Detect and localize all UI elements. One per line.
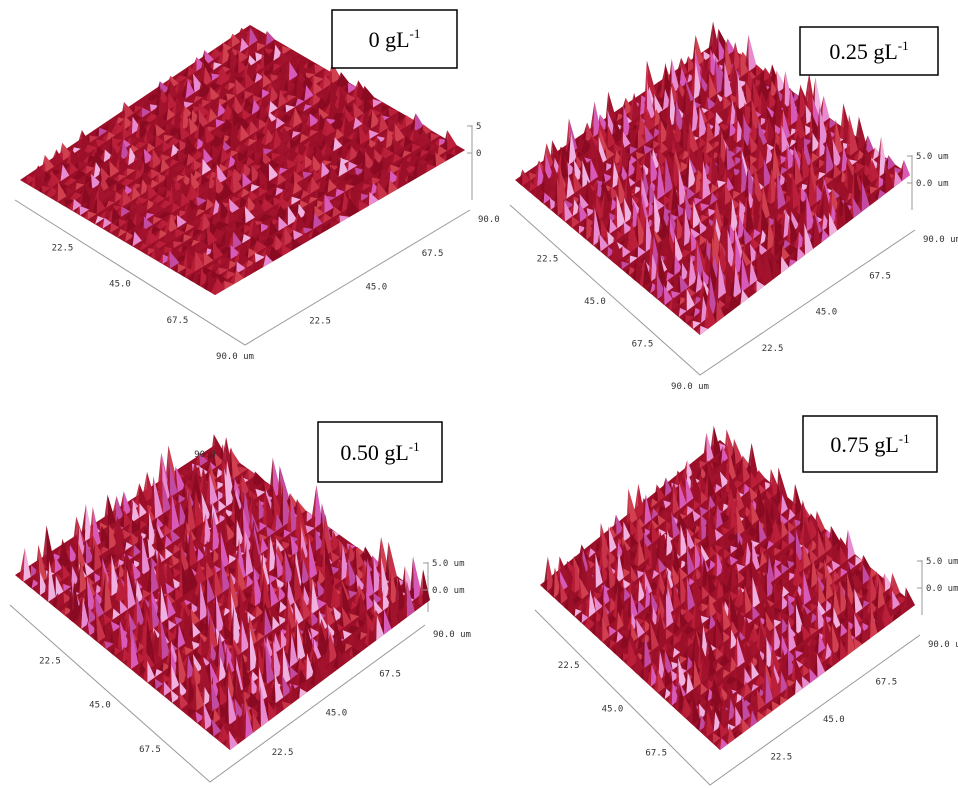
y-tick-label: 22.5 [272, 748, 294, 758]
label-text: 0 gL [369, 27, 410, 52]
y-tick-label: 45.0 [816, 308, 838, 318]
label-text: 0.25 gL [829, 39, 897, 64]
x-tick-label: 45.0 [109, 280, 131, 290]
label-superscript: -1 [898, 38, 909, 53]
surface-peak [840, 103, 844, 139]
x-tick-label: 67.5 [632, 340, 654, 350]
z-tick-label: 0.0 um [432, 586, 465, 596]
concentration-label: 0.25 gL-1 [829, 38, 908, 64]
x-tick-label: 45.0 [89, 701, 111, 711]
x-tick-label: 90.0 um [671, 382, 709, 392]
surface-peak [42, 525, 46, 566]
x-tick-label: 22.5 [537, 255, 559, 265]
x-tick-label: 22.5 [52, 243, 74, 253]
y-tick-label: 45.0 [326, 709, 348, 719]
y-tick-label: 67.5 [422, 249, 444, 259]
surface-peak [750, 443, 757, 477]
y-tick-label: 22.5 [309, 316, 331, 326]
z-tick-label: 5.0 um [916, 152, 949, 162]
afm-panel: 22.545.067.590.0 um22.545.067.590.0 um5.… [10, 422, 471, 788]
surface-peak [135, 483, 140, 506]
x-tick-label: 45.0 [584, 297, 606, 307]
label-superscript: -1 [409, 439, 420, 454]
x-tick-label: 22.5 [39, 656, 61, 666]
afm-panel: 22.5 45.0 67.5 90.0 um 22.5 45.0 67.5 90.0 5 0 0 g… [15, 10, 500, 362]
surface-peak [46, 525, 54, 566]
y-tick-label: 90.0 um [923, 235, 958, 245]
y-tick-label: 22.5 [762, 344, 784, 354]
top-tick-label: 90.0 [194, 450, 216, 460]
z-tick-label: 5.0 um [432, 559, 465, 569]
surface-peak [703, 433, 707, 463]
y-tick-label: 67.5 [869, 271, 891, 281]
afm-panel: 22.5 45.0 67.5 90.0 um 22.5 45.0 67.5 90.0 um 5.… [510, 21, 958, 392]
z-tick-label: 5 [476, 122, 481, 132]
y-tick-label: 90.0 [478, 215, 500, 225]
surface-peak [104, 494, 108, 526]
surface-peak [748, 35, 756, 72]
x-tick-label: 90.0 um [216, 352, 254, 362]
surface-peak [792, 484, 796, 515]
figure: 22.5 45.0 67.5 90.0 um 22.5 45.0 67.5 90.0 5 0 0 g… [0, 0, 958, 788]
z-tick-label: 0.0 um [916, 179, 949, 189]
label-text: 0.50 gL [340, 440, 408, 465]
surface-peak [422, 569, 430, 606]
page: 22.5 45.0 67.5 90.0 um 22.5 45.0 67.5 90.0 5 0 0 g… [0, 0, 958, 788]
concentration-label: 0.50 gL-1 [340, 439, 419, 465]
label-superscript: -1 [410, 26, 421, 41]
y-tick-label: 90.0 um [433, 630, 471, 640]
y-tick-label: 67.5 [379, 669, 401, 679]
y-tick-label: 45.0 [366, 283, 388, 293]
x-tick-label: 67.5 [139, 745, 161, 755]
z-tick-label: 0 [476, 149, 481, 159]
afm-panel: 22.545.067.590.0 um22.545.067.590.0 um5.… [535, 416, 958, 788]
x-tick-label: 67.5 [167, 316, 189, 326]
